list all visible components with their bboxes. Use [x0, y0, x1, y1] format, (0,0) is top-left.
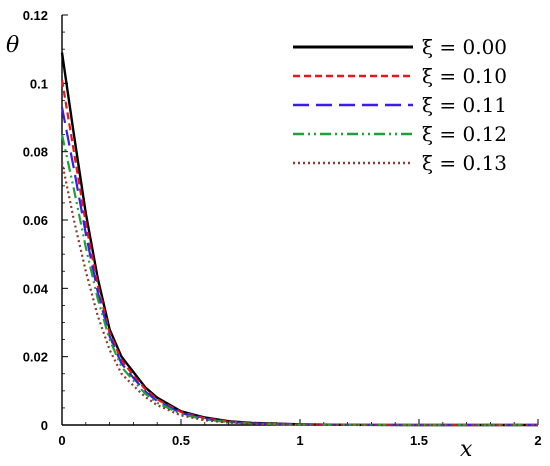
y-tick-label: 0.02	[23, 350, 48, 365]
y-tick-label: 0.08	[23, 145, 48, 160]
y-tick-label: 0	[41, 418, 48, 433]
series-line-2	[60, 107, 538, 427]
x-tick-label: 2	[534, 433, 541, 448]
series-group	[60, 52, 538, 427]
legend-label-1: ξ = 0.10	[422, 64, 507, 88]
y-tick-label: 0.06	[23, 213, 48, 228]
axes: 0 0.02 0.04 0.06 0.08 0.1 0.12 0 0.5 1 1.5 2 θ x	[6, 8, 542, 462]
y-axis-label: θ	[6, 33, 19, 58]
series-line-3	[60, 134, 538, 427]
legend-label-3: ξ = 0.12	[422, 122, 507, 146]
legend-label-4: ξ = 0.13	[422, 151, 507, 175]
legend: ξ = 0.00 ξ = 0.10 ξ = 0.11 ξ = 0.12 ξ = 0.13	[293, 35, 507, 175]
y-tick-label: 0.04	[23, 281, 49, 296]
x-axis-label: x	[460, 437, 473, 462]
x-tick-label: 0.5	[172, 433, 190, 448]
legend-label-0: ξ = 0.00	[422, 35, 507, 59]
series-line-1	[60, 79, 538, 427]
y-tick-label: 0.1	[30, 76, 48, 91]
series-line-4	[60, 161, 538, 427]
legend-label-2: ξ = 0.11	[422, 93, 507, 117]
x-tick-label: 1	[296, 433, 303, 448]
x-tick-label: 1.5	[410, 433, 428, 448]
y-tick-label: 0.12	[23, 8, 48, 23]
x-tick-label: 0	[58, 433, 65, 448]
